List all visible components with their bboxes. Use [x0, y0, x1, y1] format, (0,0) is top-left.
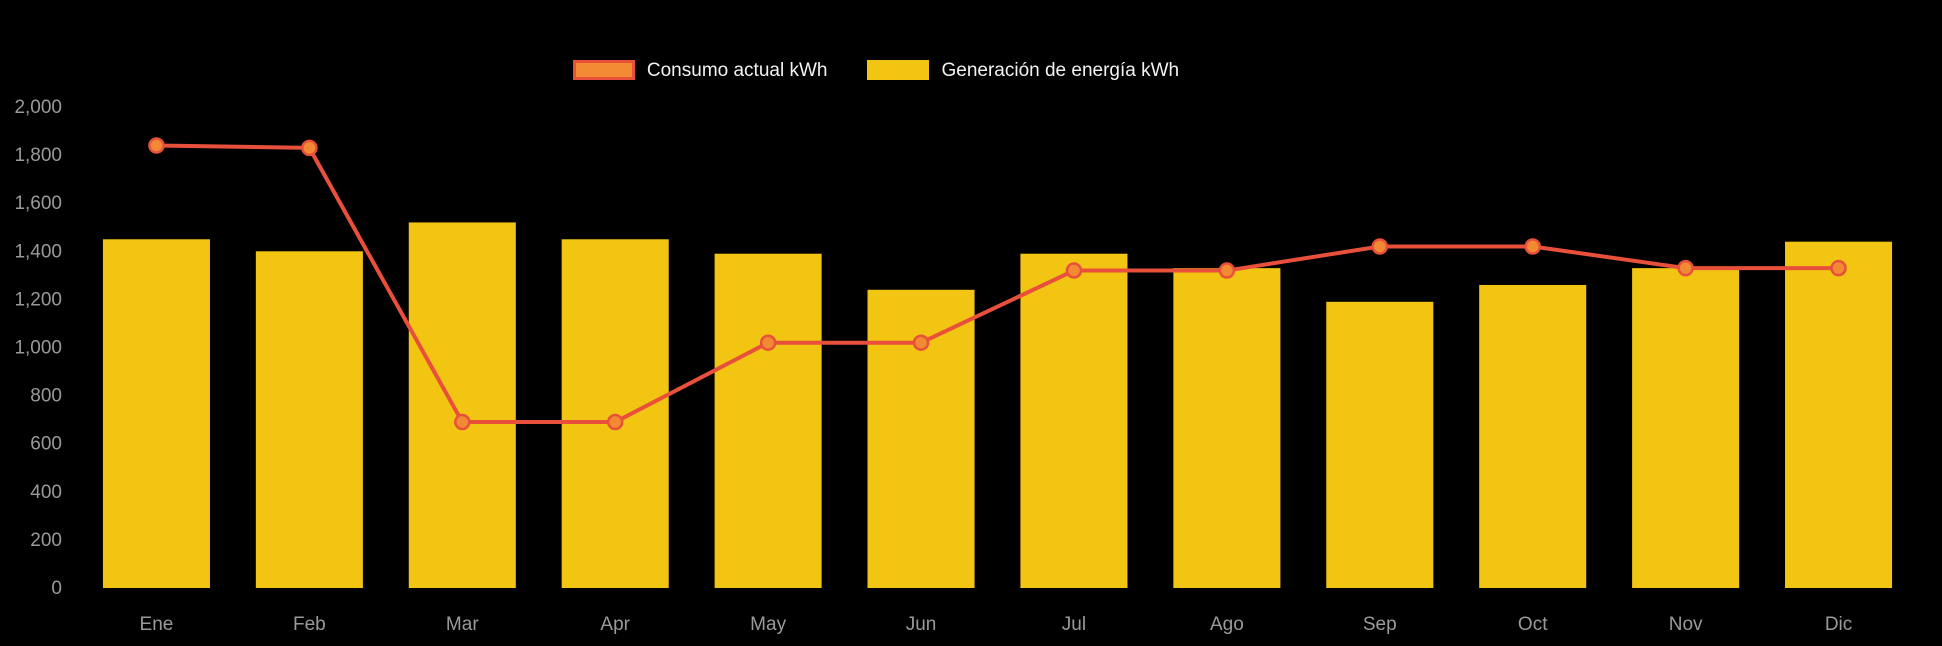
- consumo-point-apr: [606, 413, 624, 431]
- consumo-point-jun: [912, 334, 930, 351]
- legend-item-generacion-energia[interactable]: Generación de energía kWh: [867, 60, 1179, 80]
- x-tick-label-mar: Mar: [446, 614, 479, 635]
- bar-dic: [1785, 241, 1893, 588]
- y-tick-label: 1,000: [14, 338, 62, 359]
- x-tick-label-ene: Ene: [140, 614, 174, 635]
- x-tick-label-jul: Jul: [1062, 614, 1086, 635]
- y-tick-label: 200: [30, 530, 62, 551]
- y-tick-label: 1,800: [14, 145, 62, 166]
- y-tick-label: 600: [30, 434, 62, 455]
- consumo-point-sep: [1371, 238, 1389, 255]
- y-tick-label: 1,400: [14, 241, 62, 262]
- x-tick-label-sep: Sep: [1363, 614, 1397, 635]
- generacion-energia-swatch-icon: [867, 60, 930, 80]
- x-tick-label-feb: Feb: [293, 614, 326, 635]
- bar-ago: [1173, 268, 1281, 588]
- bar-feb: [255, 251, 363, 589]
- bar-mar: [408, 222, 516, 588]
- x-tick-label-dic: Dic: [1825, 614, 1852, 635]
- y-tick-label: 1,200: [14, 289, 62, 310]
- y-tick-label: 400: [30, 482, 62, 503]
- x-tick-label-nov: Nov: [1669, 614, 1703, 635]
- consumo-point-ago: [1218, 262, 1236, 279]
- bar-apr: [561, 239, 669, 588]
- consumo-actual-swatch-icon: [572, 60, 635, 80]
- x-tick-label-oct: Oct: [1518, 614, 1548, 635]
- bar-ene: [102, 239, 210, 588]
- bar-oct: [1479, 284, 1587, 588]
- bar-nov: [1632, 268, 1740, 588]
- consumo-point-nov: [1677, 259, 1694, 277]
- y-tick-label: 2,000: [14, 97, 62, 118]
- consumo-point-oct: [1524, 238, 1541, 255]
- y-tick-label: 1,600: [14, 193, 62, 214]
- consumo-point-jul: [1065, 262, 1083, 279]
- consumo-point-mar: [454, 413, 471, 431]
- x-tick-label-ago: Ago: [1210, 614, 1244, 635]
- consumo-point-dic: [1830, 259, 1847, 277]
- bar-may: [714, 253, 822, 588]
- consumo-point-may: [759, 334, 777, 351]
- consumo-actual-line: [154, 143, 1841, 425]
- y-tick-label: 0: [51, 578, 62, 599]
- bar-sep: [1326, 301, 1434, 588]
- x-tick-label-jun: Jun: [906, 614, 937, 635]
- plot-area: 0 200 400 600 800 1,000 1,200 1,400 1,600 1,800 2,…: [14, 97, 1893, 635]
- x-tick-label-may: May: [750, 614, 786, 635]
- consumo-point-feb: [301, 139, 318, 157]
- legend-label-generacion-energia: Generación de energía kWh: [941, 59, 1180, 81]
- chart-legend: Consumo actual kWh Generación de energía…: [0, 60, 1847, 80]
- bar-jul: [1020, 253, 1128, 588]
- legend-label-consumo-actual: Consumo actual kWh: [646, 59, 828, 81]
- x-tick-label-apr: Apr: [600, 614, 630, 635]
- consumo-point-ene: [148, 137, 165, 154]
- y-tick-label: 800: [30, 386, 62, 407]
- legend-item-consumo-actual[interactable]: Consumo actual kWh: [572, 59, 828, 81]
